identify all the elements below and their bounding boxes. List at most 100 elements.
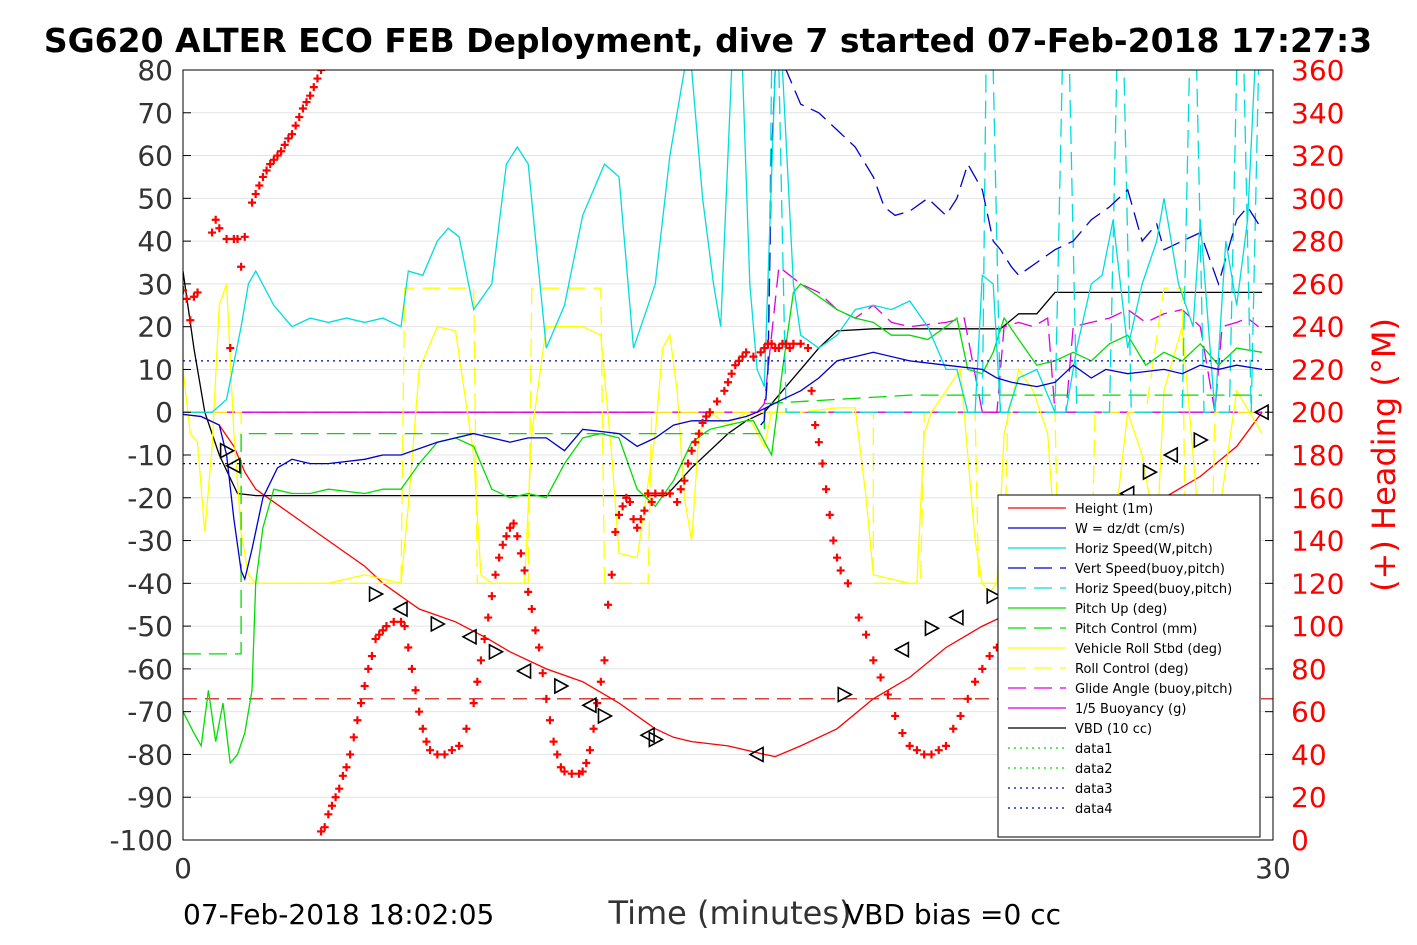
legend-label: Height (1m) (1075, 502, 1153, 517)
heading-point (876, 673, 885, 682)
right-tick-label: 60 (1291, 696, 1327, 729)
heading-point (785, 344, 794, 353)
heading-point (760, 344, 769, 353)
heading-point (720, 386, 729, 395)
triangle-marker (837, 686, 853, 703)
heading-point (676, 485, 685, 494)
heading-point (869, 656, 878, 665)
heading-point (553, 750, 562, 759)
heading-point (636, 515, 645, 524)
triangle-marker (581, 696, 597, 714)
heading-point (811, 421, 820, 430)
heading-point (262, 166, 271, 175)
heading-point (498, 540, 507, 549)
heading-point (211, 215, 220, 224)
heading-point (480, 634, 489, 643)
right-tick-label: 100 (1291, 610, 1344, 643)
dive-end-timestamp: 07-Feb-2018 18:02:05 (183, 898, 495, 931)
right-tick-label: 340 (1291, 97, 1344, 130)
heading-point (905, 741, 914, 750)
heading-point (538, 669, 547, 678)
heading-point (807, 386, 816, 395)
right-tick-label: 120 (1291, 567, 1344, 600)
heading-point (389, 617, 398, 626)
series-line-glide (183, 265, 1259, 413)
heading-point (629, 515, 638, 524)
triangle-marker (1193, 431, 1210, 449)
heading-point (578, 767, 587, 776)
heading-point (898, 729, 907, 738)
heading-point (331, 793, 340, 802)
left-tick-label: 40 (137, 225, 173, 258)
left-tick-label: -30 (127, 525, 173, 558)
triangle-marker (948, 609, 964, 626)
heading-point (378, 626, 387, 635)
series-line-w (183, 351, 1263, 582)
right-tick-label: 300 (1291, 182, 1344, 215)
heading-point (611, 528, 620, 536)
heading-point (295, 113, 304, 122)
right-tick-label: 320 (1291, 140, 1344, 173)
heading-point (542, 694, 551, 703)
heading-point (306, 91, 315, 100)
right-axis-label: (+) Heading (°M) (1365, 318, 1403, 592)
legend-label: Glide Angle (buoy,pitch) (1075, 682, 1233, 697)
heading-point (407, 664, 416, 673)
legend-label: data4 (1075, 802, 1113, 817)
heading-point (313, 74, 322, 83)
legend-label: Horiz Speed(W,pitch) (1075, 542, 1213, 557)
heading-point (742, 348, 751, 357)
heading-point (484, 613, 493, 622)
heading-point (756, 348, 765, 357)
heading-point (545, 716, 554, 725)
heading-point (302, 98, 311, 107)
heading-point (415, 707, 424, 716)
heading-point (702, 412, 711, 421)
heading-point (694, 429, 703, 438)
right-tick-label: 240 (1291, 311, 1344, 344)
heading-point (549, 737, 558, 746)
right-tick-label: 40 (1291, 738, 1327, 771)
right-tick-label: 260 (1291, 268, 1344, 301)
heading-point (422, 737, 431, 746)
legend-label: 1/5 Buoyancy (g) (1075, 702, 1186, 717)
heading-point (342, 763, 351, 772)
heading-point (818, 459, 827, 468)
x-tick-label: 30 (1255, 852, 1291, 885)
heading-point (633, 523, 642, 532)
series-line-vbd (183, 271, 1263, 497)
heading-point (237, 262, 246, 271)
heading-point (593, 699, 602, 708)
heading-point (455, 741, 464, 750)
legend-label: Horiz Speed(buoy,pitch) (1075, 582, 1232, 597)
right-tick-label: 20 (1291, 781, 1327, 814)
heading-point (440, 750, 449, 759)
heading-point (582, 759, 591, 767)
heading-point (535, 643, 544, 652)
heading-point (320, 823, 329, 832)
heading-point (240, 232, 249, 241)
legend-label: Vehicle Roll Stbd (deg) (1075, 642, 1222, 657)
heading-point (524, 587, 533, 596)
heading-point (789, 339, 798, 348)
left-tick-label: 30 (137, 268, 173, 301)
heading-point (411, 686, 420, 695)
heading-point (673, 498, 682, 507)
heading-point (949, 724, 958, 733)
series-line-roll_ctrl (183, 287, 1263, 584)
triangle-marker (597, 707, 614, 725)
heading-point (298, 104, 307, 113)
series-line-vert_buoy (760, 70, 1260, 426)
right-tick-label: 200 (1291, 396, 1344, 429)
heading-point (258, 172, 267, 181)
heading-point (691, 438, 700, 447)
legend-label: Roll Control (deg) (1075, 662, 1189, 677)
triangle-marker (748, 746, 764, 763)
legend-label: W = dz/dt (cm/s) (1075, 522, 1185, 537)
heading-point (404, 643, 413, 652)
heading-point (942, 741, 950, 750)
triangle-marker (639, 726, 655, 744)
heading-point (317, 70, 326, 74)
heading-points (183, 70, 1096, 836)
left-tick-label: -20 (127, 482, 173, 515)
